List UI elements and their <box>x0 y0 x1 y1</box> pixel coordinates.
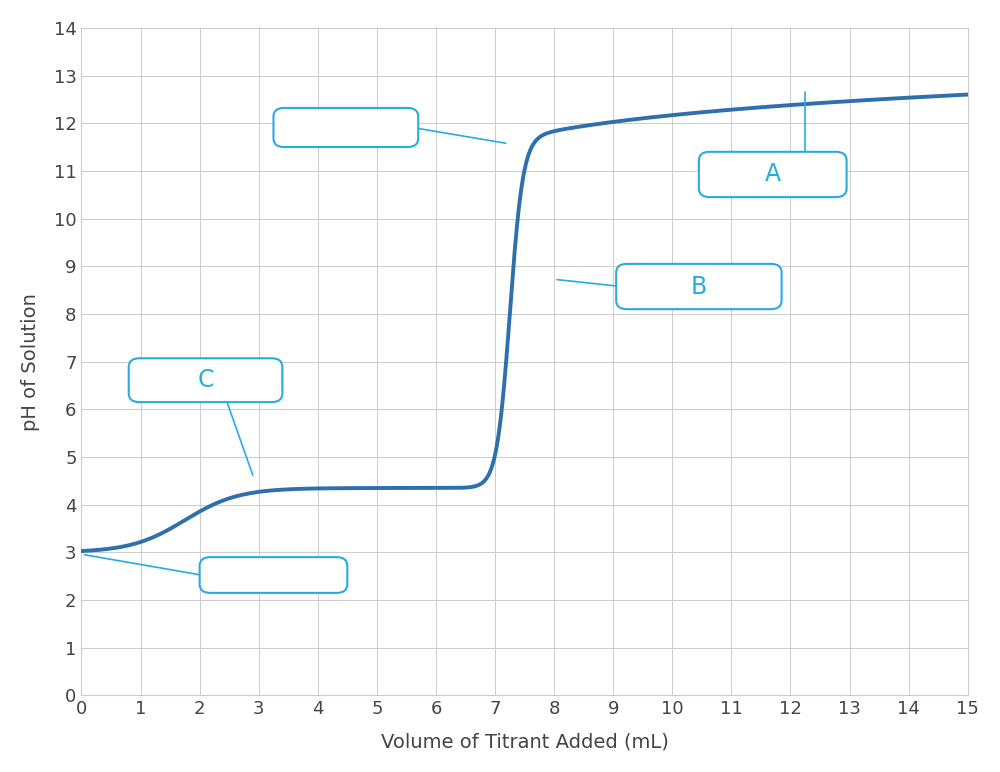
FancyBboxPatch shape <box>616 264 782 309</box>
Y-axis label: pH of Solution: pH of Solution <box>21 293 40 431</box>
FancyBboxPatch shape <box>129 358 282 402</box>
Text: B: B <box>691 275 707 299</box>
Text: C: C <box>197 368 214 392</box>
FancyBboxPatch shape <box>699 152 847 197</box>
FancyBboxPatch shape <box>273 108 418 147</box>
Text: A: A <box>765 162 781 187</box>
FancyBboxPatch shape <box>200 557 347 593</box>
X-axis label: Volume of Titrant Added (mL): Volume of Titrant Added (mL) <box>381 732 669 751</box>
